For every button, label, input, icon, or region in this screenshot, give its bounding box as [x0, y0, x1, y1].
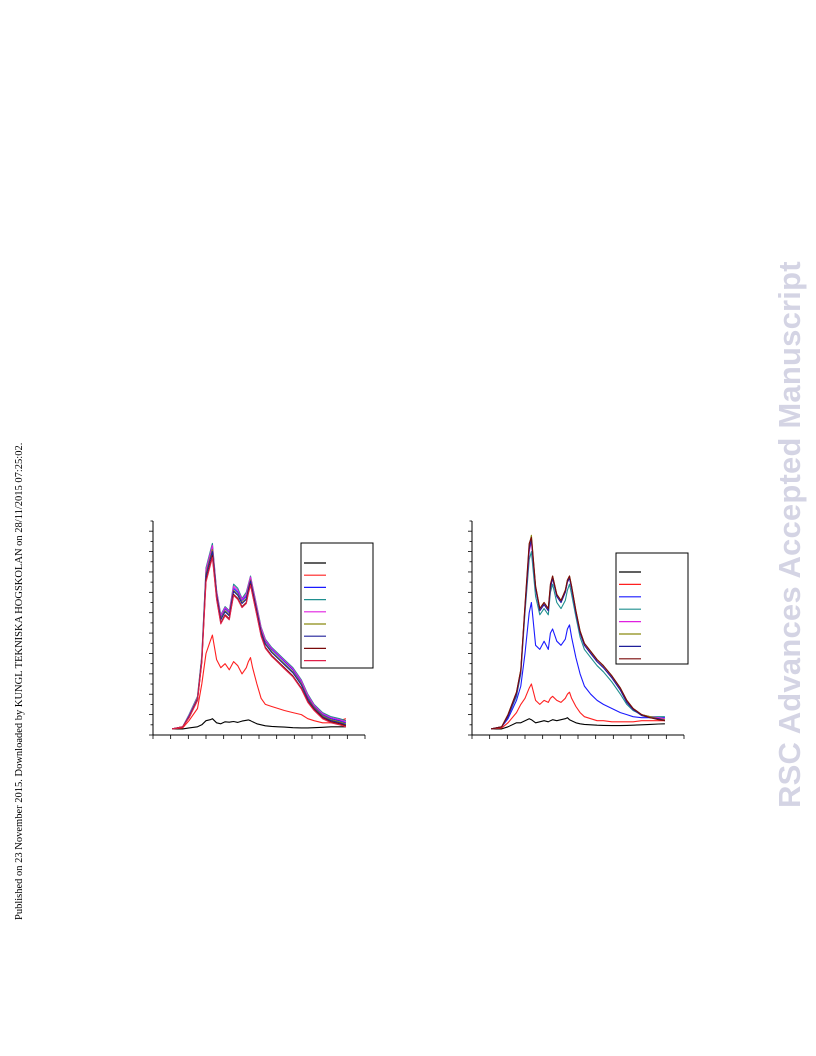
- legend-box: [615, 552, 689, 665]
- legend-box: [300, 542, 374, 669]
- series-line-1: [491, 717, 665, 730]
- series-line-9: [171, 557, 347, 730]
- series-line-3: [490, 601, 665, 730]
- series-line-8: [490, 536, 665, 730]
- series-line-7: [171, 551, 347, 730]
- series-line-1: [172, 718, 346, 730]
- series-line-2: [172, 634, 347, 730]
- series-line-5: [171, 544, 347, 730]
- series-line-2: [491, 683, 665, 730]
